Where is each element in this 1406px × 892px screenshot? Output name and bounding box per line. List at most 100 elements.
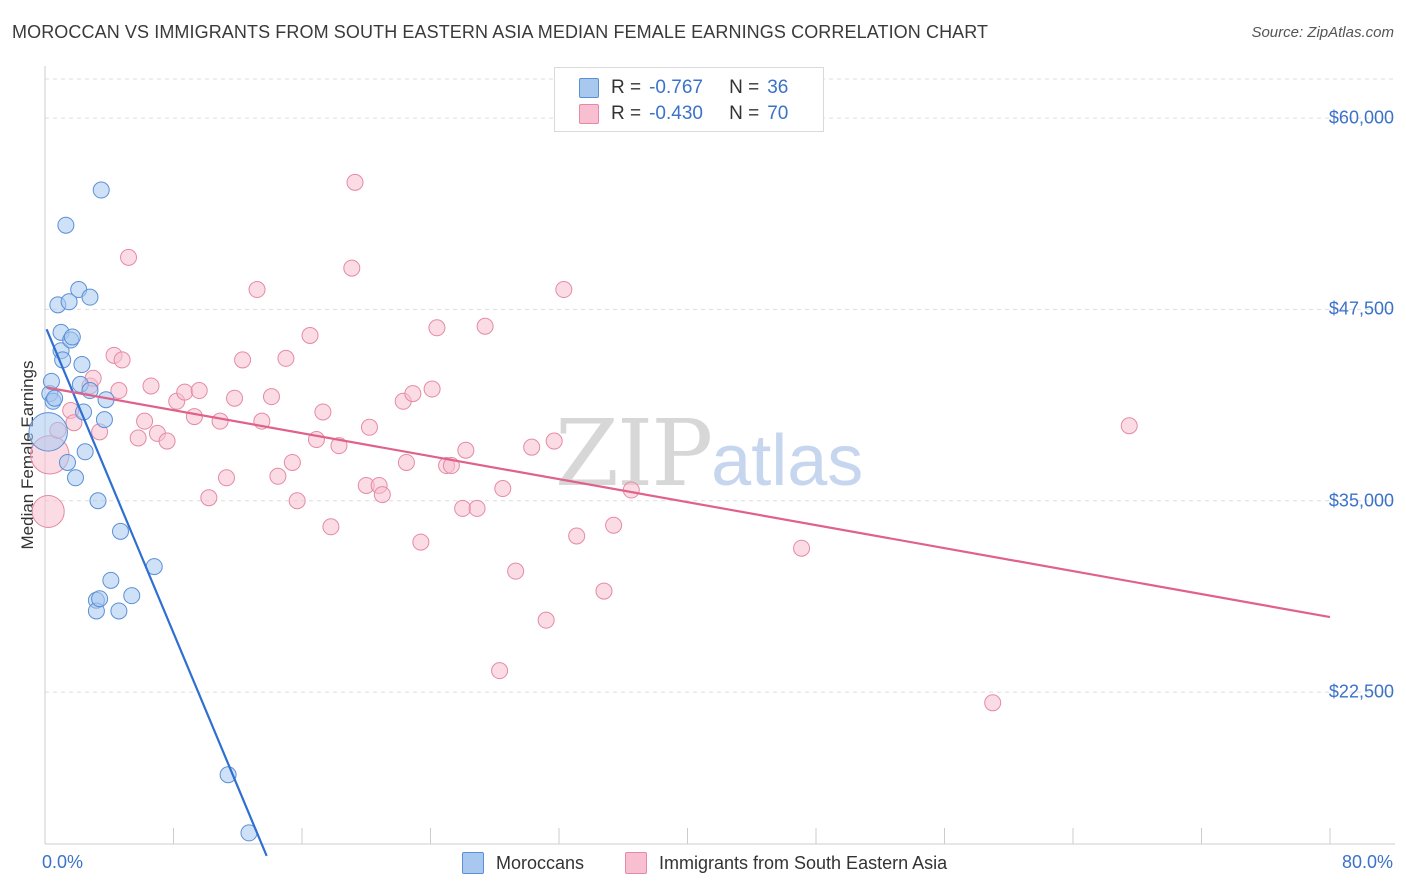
immigrant-point-11 bbox=[120, 248, 138, 266]
immigrant-point-32 bbox=[288, 492, 306, 510]
immigrant-point-26 bbox=[248, 281, 266, 299]
immigrant-point-63 bbox=[595, 582, 613, 600]
immigrant-point-1 bbox=[31, 494, 65, 528]
moroccan-point-2 bbox=[42, 372, 60, 390]
immigrant-point-59 bbox=[537, 611, 555, 629]
immigrant-point-61 bbox=[555, 281, 573, 299]
y-tick-label: $60,000 bbox=[1328, 107, 1394, 128]
y-tick-label: $35,000 bbox=[1328, 490, 1394, 511]
immigrant-point-46 bbox=[404, 385, 422, 403]
immigrant-point-13 bbox=[136, 412, 154, 430]
legend-r-label: R = bbox=[611, 103, 642, 124]
immigrant-point-48 bbox=[423, 380, 441, 398]
immigrant-point-54 bbox=[468, 499, 486, 517]
legend-r-value: -0.430 bbox=[649, 103, 703, 124]
moroccan-point-25 bbox=[92, 181, 110, 199]
immigrant-point-64 bbox=[605, 516, 623, 534]
moroccan-point-0 bbox=[28, 412, 68, 452]
trend-line-immigrants bbox=[46, 386, 1331, 619]
source-label: Source: ZipAtlas.com bbox=[1251, 24, 1394, 41]
watermark-atlas: atlas bbox=[711, 421, 864, 501]
legend-swatch-moroccans bbox=[579, 78, 599, 98]
immigrant-point-9 bbox=[110, 382, 128, 400]
immigrant-point-68 bbox=[984, 694, 1002, 712]
immigrant-point-37 bbox=[330, 437, 348, 455]
legend-r-label: R = bbox=[611, 77, 642, 98]
x-tick-max: 80.0% bbox=[1341, 852, 1393, 872]
legend-r-value: -0.767 bbox=[649, 77, 703, 98]
immigrant-point-33 bbox=[301, 326, 319, 344]
immigrant-point-66 bbox=[491, 662, 509, 680]
legend-swatch-immigrants bbox=[579, 104, 599, 124]
immigrant-point-53 bbox=[457, 441, 475, 459]
legend-n-value: 70 bbox=[767, 103, 789, 124]
moroccan-point-28 bbox=[102, 571, 120, 589]
immigrant-point-24 bbox=[226, 389, 244, 407]
legend-n-value: 36 bbox=[767, 77, 789, 98]
immigrant-point-39 bbox=[346, 173, 364, 191]
bottom-legend-moroccans[interactable]: Moroccans bbox=[462, 852, 584, 874]
moroccan-point-16 bbox=[73, 356, 91, 374]
moroccan-point-18 bbox=[76, 443, 94, 461]
immigrant-point-23 bbox=[218, 469, 236, 487]
bottom-legend-swatch-moroccans bbox=[462, 852, 484, 874]
immigrant-point-21 bbox=[200, 489, 218, 507]
immigrant-point-47 bbox=[412, 533, 430, 551]
immigrant-point-49 bbox=[428, 319, 446, 337]
immigrant-point-36 bbox=[322, 518, 340, 536]
immigrant-point-43 bbox=[373, 486, 391, 504]
immigrant-point-31 bbox=[283, 453, 301, 471]
immigrant-point-67 bbox=[793, 539, 811, 557]
immigrant-point-19 bbox=[185, 408, 203, 426]
immigrant-point-56 bbox=[494, 480, 512, 498]
immigrant-point-35 bbox=[314, 403, 332, 421]
immigrant-point-62 bbox=[568, 527, 586, 545]
moroccan-point-35 bbox=[46, 389, 64, 407]
bottom-legend-immigrants[interactable]: Immigrants from South Eastern Asia bbox=[625, 852, 947, 874]
moroccan-point-23 bbox=[89, 492, 107, 510]
immigrant-point-57 bbox=[507, 562, 525, 580]
immigrant-point-22 bbox=[211, 412, 229, 430]
immigrant-point-16 bbox=[158, 432, 176, 450]
legend-row-immigrants: R = -0.430 N = 70 bbox=[579, 102, 788, 126]
immigrant-point-41 bbox=[360, 418, 378, 436]
immigrant-point-28 bbox=[262, 388, 280, 406]
legend-n-label: N = bbox=[729, 77, 760, 98]
chart-title: MOROCCAN VS IMMIGRANTS FROM SOUTH EASTER… bbox=[12, 22, 989, 42]
immigrant-point-52 bbox=[454, 499, 472, 517]
immigrant-point-30 bbox=[277, 349, 295, 367]
moroccan-point-9 bbox=[58, 453, 76, 471]
moroccan-point-24 bbox=[91, 590, 109, 608]
y-tick-label: $22,500 bbox=[1328, 681, 1394, 702]
bottom-legend-swatch-immigrants bbox=[625, 852, 647, 874]
moroccan-point-8 bbox=[57, 216, 75, 234]
correlation-legend: R = -0.767 N = 36 R = -0.430 N = 70 bbox=[554, 67, 824, 132]
immigrant-point-20 bbox=[190, 382, 208, 400]
immigrant-point-58 bbox=[523, 438, 541, 456]
moroccan-point-10 bbox=[60, 293, 78, 311]
bottom-legend-label: Moroccans bbox=[496, 852, 585, 873]
immigrant-point-60 bbox=[545, 432, 563, 450]
legend-row-moroccans: R = -0.767 N = 36 bbox=[579, 76, 788, 100]
immigrant-point-55 bbox=[476, 317, 494, 335]
moroccan-point-30 bbox=[111, 522, 129, 540]
immigrant-point-45 bbox=[397, 453, 415, 471]
moroccan-point-31 bbox=[123, 587, 141, 605]
immigrant-point-4 bbox=[65, 414, 83, 432]
immigrant-point-29 bbox=[269, 467, 287, 485]
immigrant-point-69 bbox=[1120, 417, 1138, 435]
bottom-legend-label: Immigrants from South Eastern Asia bbox=[659, 852, 948, 873]
trend-line-moroccans bbox=[45, 328, 268, 857]
moroccan-point-20 bbox=[81, 288, 99, 306]
moroccan-point-13 bbox=[67, 469, 85, 487]
immigrant-point-25 bbox=[234, 351, 252, 369]
immigrant-point-10 bbox=[113, 351, 131, 369]
immigrant-point-14 bbox=[142, 377, 160, 395]
legend-n-label: N = bbox=[729, 103, 760, 124]
immigrant-point-38 bbox=[343, 259, 361, 277]
immigrant-point-18 bbox=[176, 383, 194, 401]
moroccan-point-29 bbox=[110, 602, 128, 620]
moroccan-point-26 bbox=[95, 411, 113, 429]
immigrant-point-12 bbox=[129, 429, 147, 447]
